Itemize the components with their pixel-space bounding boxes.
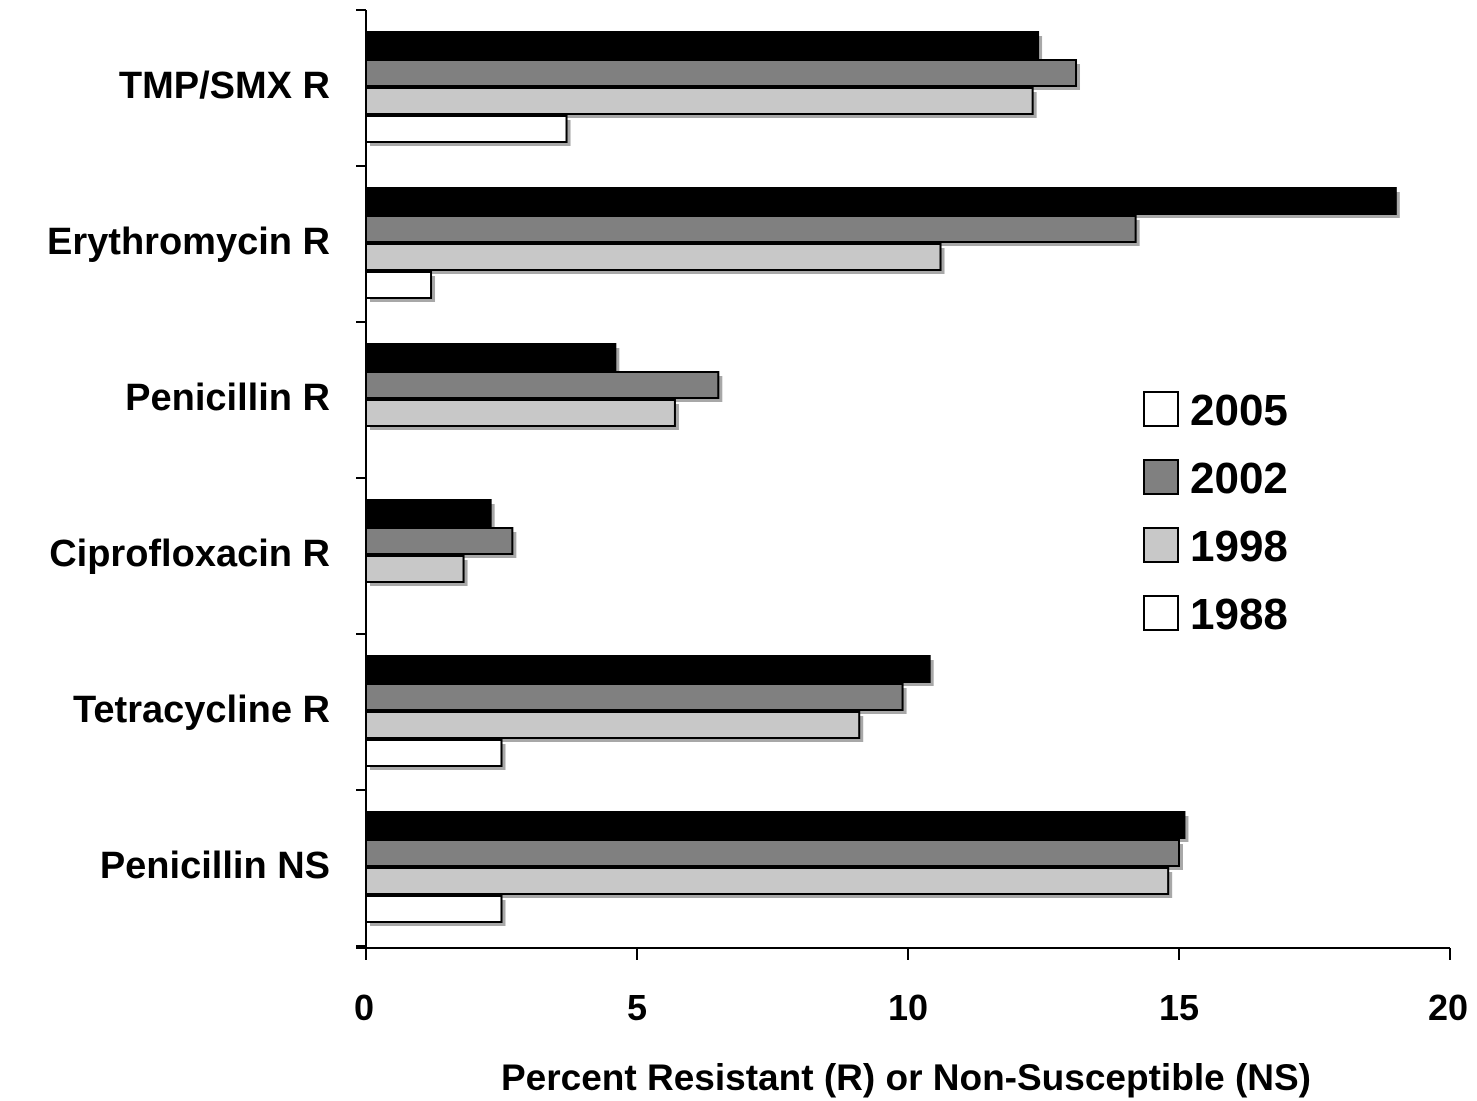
category-label: TMP/SMX R xyxy=(119,65,330,107)
bar-2002-erythromycin-r xyxy=(365,215,1137,243)
x-tick-label: 5 xyxy=(627,987,647,1028)
legend-label: 1998 xyxy=(1190,522,1288,571)
bar-2005-penicillin-r xyxy=(365,343,617,371)
legend-swatch xyxy=(1143,459,1179,495)
bar-2002-tetracycline-r xyxy=(365,683,904,711)
category-label: Ciprofloxacin R xyxy=(49,533,330,575)
legend-swatch xyxy=(1143,595,1179,631)
bar-2005-tetracycline-r xyxy=(365,655,931,683)
legend-label: 2002 xyxy=(1190,454,1288,503)
category-label: Erythromycin R xyxy=(47,221,330,263)
bar-1988-tmp-smx-r xyxy=(365,115,568,143)
legend-label: 2005 xyxy=(1190,386,1288,435)
bar-1988-penicillin-ns xyxy=(365,895,503,923)
legend-swatch xyxy=(1143,527,1179,563)
bar-2005-erythromycin-r xyxy=(365,187,1397,215)
bar-2005-ciprofloxacin-r xyxy=(365,499,492,527)
legend-swatch xyxy=(1143,391,1179,427)
category-label: Tetracycline R xyxy=(73,689,330,731)
bar-1988-tetracycline-r xyxy=(365,739,503,767)
legend: 2005 2002 1998 1988 xyxy=(1143,386,1288,639)
bar-1998-ciprofloxacin-r xyxy=(365,555,465,583)
bar-2005-tmp-smx-r xyxy=(365,31,1040,59)
bar-1998-erythromycin-r xyxy=(365,243,942,271)
legend-label: 1988 xyxy=(1190,590,1288,639)
bar-2002-tmp-smx-r xyxy=(365,59,1078,87)
x-tick-label: 20 xyxy=(1428,987,1468,1028)
bar-1998-tmp-smx-r xyxy=(365,87,1034,115)
bar-2002-penicillin-ns xyxy=(365,839,1180,867)
bar-2002-penicillin-r xyxy=(365,371,720,399)
bar-1998-penicillin-ns xyxy=(365,867,1170,895)
category-label: Penicillin R xyxy=(125,377,330,419)
bar-1998-tetracycline-r xyxy=(365,711,861,739)
axes-layer: TMP/SMX R Erythromycin R Penicillin R Cipro… xyxy=(47,9,1468,1028)
x-axis-title: Percent Resistant (R) or Non-Susceptible… xyxy=(501,1057,1311,1098)
bar-1988-erythromycin-r xyxy=(365,271,433,299)
x-tick-label: 10 xyxy=(888,987,928,1028)
x-tick-label: 0 xyxy=(354,987,374,1028)
bar-2005-penicillin-ns xyxy=(365,811,1186,839)
category-label: Penicillin NS xyxy=(100,845,330,887)
bar-2002-ciprofloxacin-r xyxy=(365,527,514,555)
bars-layer xyxy=(365,31,1400,926)
bar-1998-penicillin-r xyxy=(365,399,676,427)
x-tick-label: 15 xyxy=(1159,987,1199,1028)
